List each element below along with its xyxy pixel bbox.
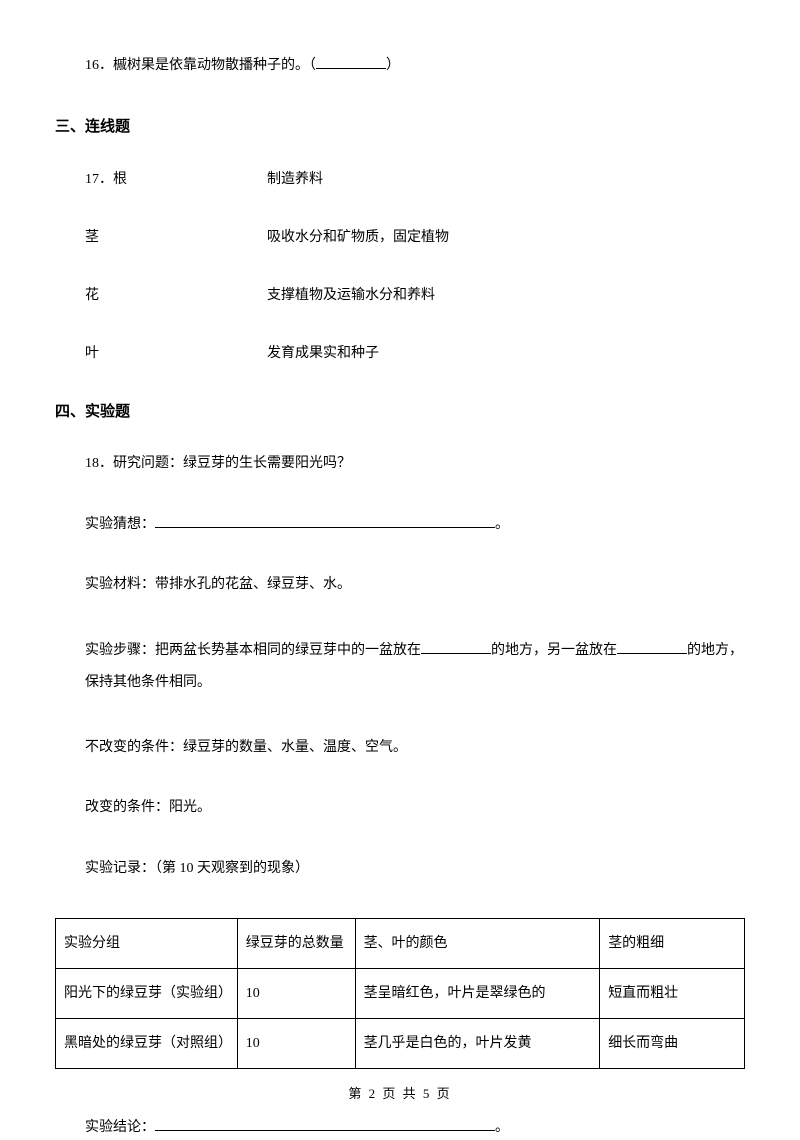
q17-left-0: 17．根 [85,168,267,188]
steps-blank1[interactable] [421,640,491,654]
td-1-2: 茎几乎是白色的，叶片发黄 [355,1019,600,1069]
td-1-0: 黑暗处的绿豆芽（对照组） [56,1019,238,1069]
td-1-3: 细长而弯曲 [600,1019,745,1069]
q17-right-2: 支撑植物及运输水分和养料 [267,284,745,304]
td-1-1: 10 [237,1019,355,1069]
conclusion-end: 。 [495,1120,509,1135]
q18-question: 18．研究问题：绿豆芽的生长需要阳光吗？ [85,453,745,475]
th-3: 茎的粗细 [600,919,745,969]
q18-steps: 实验步骤：把两盆长势基本相同的绿豆芽中的一盆放在的地方，另一盆放在的地方，保持其… [85,635,745,699]
td-0-3: 短直而粗壮 [600,969,745,1019]
td-0-0: 阳光下的绿豆芽（实验组） [56,969,238,1019]
section-3-header: 三、连线题 [55,115,745,136]
q16-end: ） [386,58,400,73]
td-0-1: 10 [237,969,355,1019]
q18-guess: 实验猜想： 。 [85,514,745,536]
guess-blank[interactable] [155,514,495,528]
q16-blank[interactable] [316,55,386,69]
q17-row-2: 花 支撑植物及运输水分和养料 [85,284,745,304]
guess-end: 。 [495,517,509,532]
conclusion-blank[interactable] [155,1117,495,1131]
q17-right-1: 吸收水分和矿物质，固定植物 [267,226,745,246]
table-row: 黑暗处的绿豆芽（对照组） 10 茎几乎是白色的，叶片发黄 细长而弯曲 [56,1019,745,1069]
table-header-row: 实验分组 绿豆芽的总数量 茎、叶的颜色 茎的粗细 [56,919,745,969]
steps-blank2[interactable] [617,640,687,654]
page-footer: 第 2 页 共 5 页 [0,1083,800,1102]
steps-part2: 的地方，另一盆放在 [491,643,617,658]
q17-left-3: 叶 [85,342,267,362]
section-4-header: 四、实验题 [55,400,745,421]
q18-unchanged: 不改变的条件：绿豆芽的数量、水量、温度、空气。 [85,737,745,759]
q18-materials: 实验材料：带排水孔的花盆、绿豆芽、水。 [85,574,745,596]
q16-text: 16．槭树果是依靠动物散播种子的。（ [85,58,316,73]
q18-conclusion: 实验结论： 。 [85,1117,745,1139]
steps-part1: 实验步骤：把两盆长势基本相同的绿豆芽中的一盆放在 [85,643,421,658]
q17-left-2: 花 [85,284,267,304]
q17-right-0: 制造养料 [267,168,745,188]
th-0: 实验分组 [56,919,238,969]
th-1: 绿豆芽的总数量 [237,919,355,969]
q17-right-3: 发育成果实和种子 [267,342,745,362]
experiment-table: 实验分组 绿豆芽的总数量 茎、叶的颜色 茎的粗细 阳光下的绿豆芽（实验组） 10… [55,918,745,1069]
q17-row-0: 17．根 制造养料 [85,168,745,188]
th-2: 茎、叶的颜色 [355,919,600,969]
conclusion-label: 实验结论： [85,1120,155,1135]
td-0-2: 茎呈暗红色，叶片是翠绿色的 [355,969,600,1019]
q17-row-3: 叶 发育成果实和种子 [85,342,745,362]
q17-left-1: 茎 [85,226,267,246]
q18-record: 实验记录：（第 10 天观察到的现象） [85,858,745,880]
q18-changed: 改变的条件：阳光。 [85,797,745,819]
q17-row-1: 茎 吸收水分和矿物质，固定植物 [85,226,745,246]
question-16: 16．槭树果是依靠动物散播种子的。（ ） [85,55,745,77]
table-row: 阳光下的绿豆芽（实验组） 10 茎呈暗红色，叶片是翠绿色的 短直而粗壮 [56,969,745,1019]
guess-label: 实验猜想： [85,517,155,532]
